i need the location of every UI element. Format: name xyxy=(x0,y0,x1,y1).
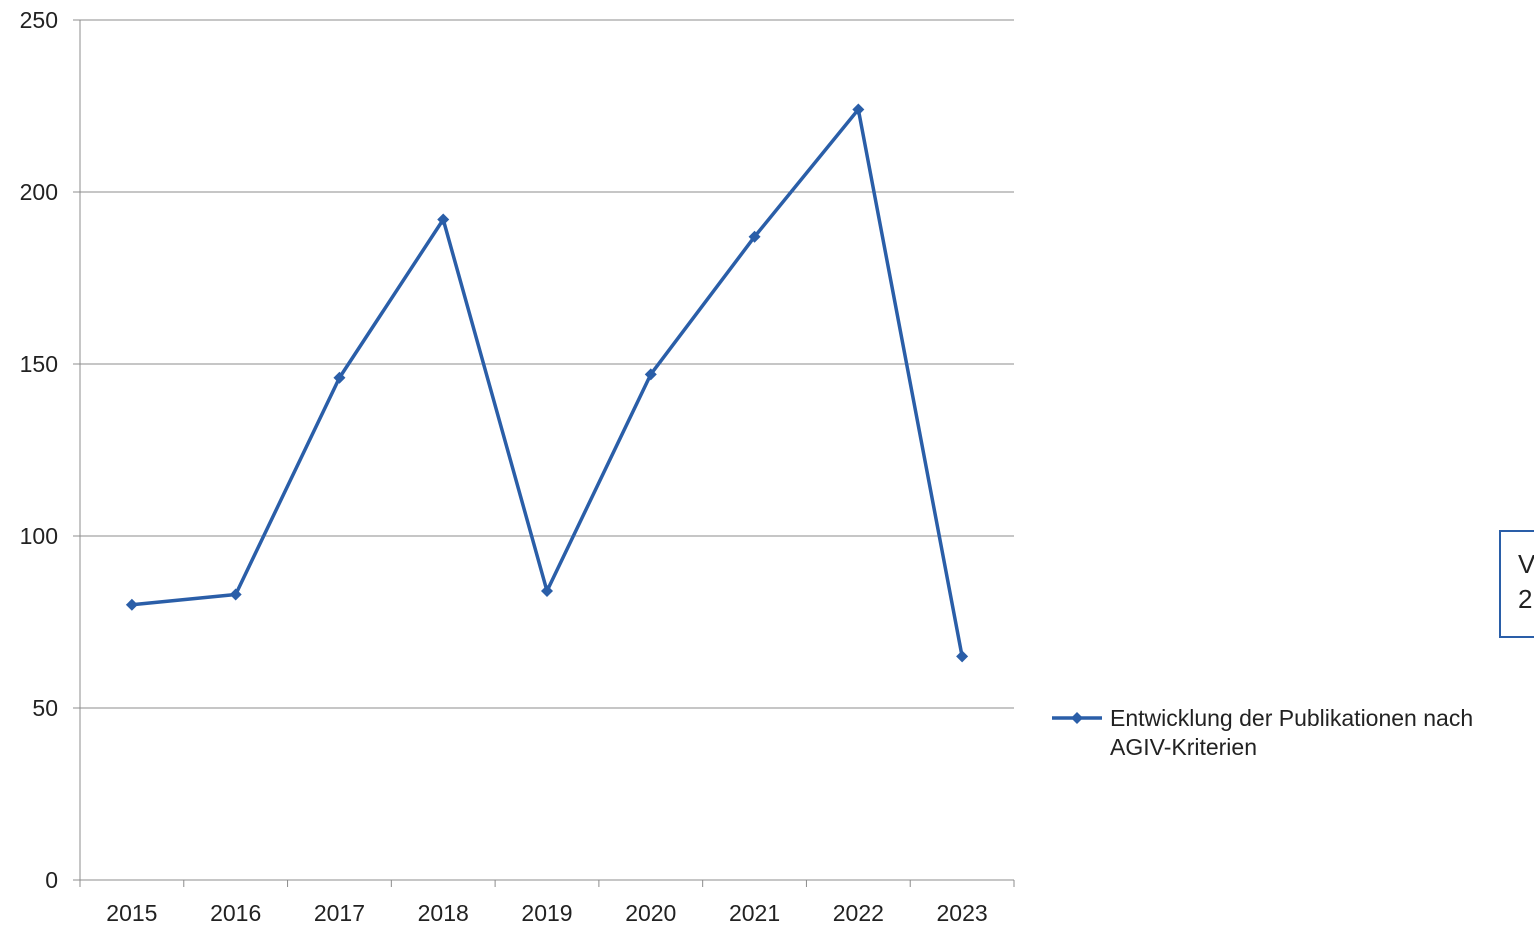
x-tick-label: 2015 xyxy=(106,900,157,926)
axes xyxy=(73,19,1015,887)
y-tick-labels: 0 50 100 150 200 250 xyxy=(20,7,58,893)
y-tick-label: 150 xyxy=(20,351,58,377)
data-point-diamond-icon xyxy=(541,585,553,598)
data-point-diamond-icon xyxy=(333,371,346,384)
x-tick-label: 2017 xyxy=(314,900,365,926)
legend: Entwicklung der Publikationen nach AGIV-K… xyxy=(1052,705,1473,760)
legend-diamond-icon xyxy=(1071,712,1083,724)
legend-label-line: Entwicklung der Publikationen nach xyxy=(1110,705,1473,731)
data-point-diamond-icon xyxy=(125,598,138,611)
series xyxy=(125,103,969,663)
data-point-diamond-icon xyxy=(229,588,242,601)
y-tick-label: 100 xyxy=(20,523,58,549)
data-point-diamond-icon xyxy=(748,230,761,243)
y-tick-label: 200 xyxy=(20,179,58,205)
y-tick-label: 250 xyxy=(20,7,58,33)
y-tick-label: 50 xyxy=(32,695,58,721)
x-tick-label: 2021 xyxy=(729,900,780,926)
x-tick-label: 2023 xyxy=(937,900,988,926)
series-line xyxy=(131,107,964,657)
x-tick-label: 2020 xyxy=(625,900,676,926)
x-tick-label: 2022 xyxy=(833,900,884,926)
data-point-diamond-icon xyxy=(852,103,865,116)
data-point-diamond-icon xyxy=(956,650,969,663)
partial-box-border xyxy=(1499,530,1534,638)
partial-box-text: V xyxy=(1518,549,1534,579)
partial-annotation-box: V2 xyxy=(1499,530,1534,638)
x-tick-label: 2018 xyxy=(418,900,469,926)
x-tick-label: 2016 xyxy=(210,900,261,926)
x-tick-label: 2019 xyxy=(521,900,572,926)
partial-box-text: 2 xyxy=(1518,584,1532,614)
x-tick-labels: 2015 2016 2017 2018 2019 2020 2021 2022 2023 xyxy=(106,900,987,926)
gridlines xyxy=(80,19,1014,709)
data-point-diamond-icon xyxy=(437,213,450,226)
legend-label-line: AGIV-Kriterien xyxy=(1110,734,1257,760)
data-point-diamond-icon xyxy=(644,368,657,381)
y-tick-label: 0 xyxy=(45,867,58,893)
